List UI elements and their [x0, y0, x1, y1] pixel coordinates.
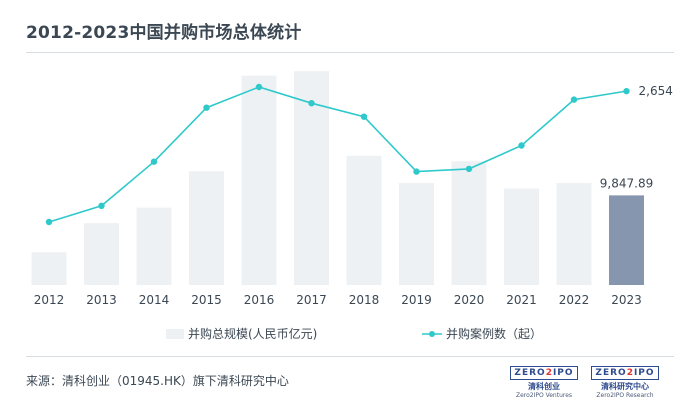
x-tick-2023: 2023: [611, 293, 642, 307]
bar-2012: [31, 252, 67, 285]
x-axis-labels: 2012 2013 2014 2015 2016 2017 2018 2019 2020 2021…: [34, 293, 642, 307]
bar-2013: [84, 223, 119, 285]
line-point-2013: [98, 202, 105, 209]
line-point-2012: [45, 218, 53, 226]
bar-series: [31, 71, 644, 286]
line-point-2019: [413, 168, 420, 175]
bar-2022: [556, 183, 592, 285]
line-point-2017: [308, 100, 315, 107]
legend-line-marker: [429, 331, 435, 337]
x-tick-2016: 2016: [244, 293, 275, 307]
x-tick-2018: 2018: [349, 293, 380, 307]
x-tick-2013: 2013: [86, 293, 117, 307]
x-tick-2017: 2017: [296, 293, 327, 307]
line-point-2021: [518, 142, 525, 149]
bar-2020: [451, 161, 487, 285]
chart-svg: 2012 2013 2014 2015 2016 2017 2018 2019 2020 2021…: [31, 71, 673, 341]
zero2ipo-ventures-logo: ZERO2IPO 清科创业 Zero2IPO Ventures: [509, 360, 579, 399]
line-point-2023: [623, 87, 630, 95]
bottom-divider: [26, 356, 674, 357]
x-tick-2019: 2019: [401, 293, 432, 307]
line-path: [48, 86, 627, 223]
line-point-2020: [465, 165, 473, 173]
x-tick-2014: 2014: [139, 293, 170, 307]
line-series: [45, 83, 630, 226]
x-tick-2012: 2012: [34, 293, 65, 307]
legend-bar-swatch: [166, 329, 184, 339]
line-data-label: 2,654: [639, 84, 673, 98]
line-point-2016: [255, 83, 263, 91]
bar-data-label: 9,847.89: [600, 176, 653, 190]
line-point-2014: [150, 158, 158, 165]
bar-2015: [189, 171, 224, 285]
x-tick-2020: 2020: [454, 293, 485, 307]
legend-line-label: 并购案例数（起）: [446, 326, 542, 341]
bar-2023: [609, 195, 644, 285]
bar-2016: [241, 75, 277, 285]
bar-2021: [504, 188, 539, 285]
line-point-2015: [203, 104, 210, 111]
zero2ipo-research-logo: ZERO2IPO 清科研究中心 Zero2IPO Research: [590, 360, 660, 399]
data-labels: 9,847.89 2,654: [600, 84, 673, 190]
legend: 并购总规模(人民币亿元) 并购案例数（起）: [166, 326, 542, 341]
bar-2014: [136, 207, 172, 285]
source-note: 来源：清科创业（01945.HK）旗下清科研究中心: [26, 374, 289, 388]
line-point-2018: [360, 113, 368, 120]
bar-2019: [399, 183, 434, 285]
chart-title: 2012-2023中国并购市场总体统计: [26, 23, 302, 43]
top-divider: [26, 52, 674, 53]
x-tick-2021: 2021: [506, 293, 537, 307]
x-tick-2015: 2015: [191, 293, 222, 307]
legend-bar-label: 并购总规模(人民币亿元): [188, 326, 317, 341]
x-tick-2022: 2022: [559, 293, 590, 307]
line-point-2022: [570, 96, 578, 103]
bar-2018: [346, 155, 382, 285]
